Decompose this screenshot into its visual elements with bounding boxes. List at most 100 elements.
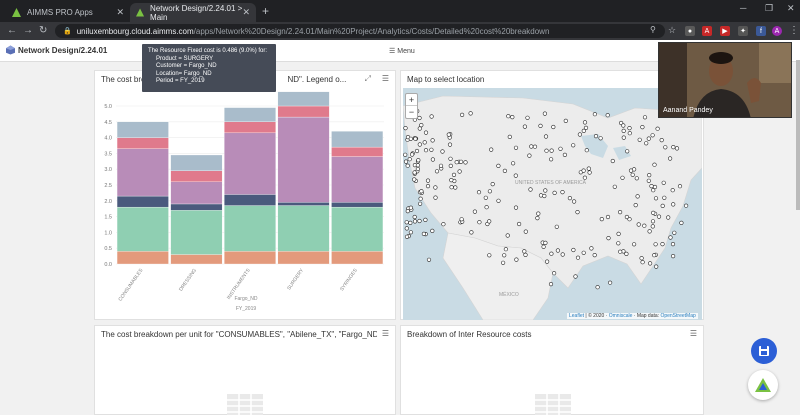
- location-marker[interactable]: [542, 193, 547, 199]
- bar-segment[interactable]: [224, 132, 276, 195]
- location-marker[interactable]: [419, 189, 424, 194]
- location-marker[interactable]: [644, 141, 649, 146]
- bar-segment[interactable]: [331, 251, 384, 265]
- location-marker[interactable]: [405, 163, 410, 168]
- location-marker[interactable]: [487, 253, 492, 258]
- bar-segment[interactable]: [224, 107, 276, 122]
- location-marker[interactable]: [577, 132, 582, 137]
- more-menu-icon[interactable]: ⋮: [789, 25, 799, 36]
- location-marker[interactable]: [412, 177, 417, 182]
- location-marker[interactable]: [490, 181, 495, 187]
- location-marker[interactable]: [476, 190, 482, 195]
- location-marker[interactable]: [454, 160, 459, 165]
- bar-segment[interactable]: [116, 206, 169, 252]
- location-marker[interactable]: [587, 170, 592, 175]
- location-marker[interactable]: [653, 196, 659, 201]
- location-marker[interactable]: [646, 178, 651, 183]
- location-marker[interactable]: [616, 241, 621, 246]
- address-bar[interactable]: 🔒 uniluxembourg.cloud.aimms.com /apps/Ne…: [55, 24, 665, 38]
- location-marker[interactable]: [621, 128, 626, 134]
- location-marker[interactable]: [598, 136, 603, 141]
- location-marker[interactable]: [544, 148, 549, 153]
- location-marker[interactable]: [433, 185, 438, 190]
- location-marker[interactable]: [558, 146, 563, 151]
- location-marker[interactable]: [640, 260, 645, 265]
- location-marker[interactable]: [404, 220, 409, 225]
- location-marker[interactable]: [506, 114, 511, 119]
- location-marker[interactable]: [620, 175, 625, 180]
- bar-segment[interactable]: [331, 146, 384, 157]
- location-marker[interactable]: [628, 168, 634, 173]
- location-marker[interactable]: [468, 111, 473, 116]
- location-markers[interactable]: [403, 109, 689, 290]
- location-marker[interactable]: [510, 115, 515, 120]
- location-marker[interactable]: [652, 253, 657, 258]
- puzzle-extension-icon[interactable]: ✦: [738, 26, 748, 36]
- location-marker[interactable]: [543, 134, 549, 139]
- location-marker[interactable]: [429, 147, 434, 152]
- location-marker[interactable]: [549, 157, 554, 162]
- location-marker[interactable]: [438, 163, 444, 168]
- location-marker[interactable]: [421, 231, 427, 236]
- location-marker[interactable]: [449, 177, 454, 183]
- location-marker[interactable]: [589, 246, 594, 251]
- location-marker[interactable]: [575, 209, 580, 215]
- bar-segment[interactable]: [224, 194, 276, 206]
- bar-segment[interactable]: [170, 210, 223, 255]
- location-marker[interactable]: [545, 259, 550, 264]
- new-tab-button[interactable]: +: [262, 4, 270, 18]
- location-marker[interactable]: [503, 247, 508, 252]
- location-marker[interactable]: [425, 183, 431, 189]
- location-marker[interactable]: [586, 166, 591, 171]
- location-marker[interactable]: [528, 187, 533, 192]
- location-marker[interactable]: [419, 122, 424, 128]
- location-marker[interactable]: [606, 236, 611, 241]
- bar-segment[interactable]: [116, 137, 169, 149]
- location-marker[interactable]: [463, 160, 468, 165]
- location-marker[interactable]: [636, 222, 641, 227]
- bar-segment[interactable]: [277, 105, 330, 118]
- location-marker[interactable]: [487, 189, 492, 194]
- location-marker[interactable]: [549, 251, 554, 256]
- location-marker[interactable]: [650, 219, 656, 224]
- facebook-extension-icon[interactable]: f: [756, 26, 766, 36]
- bar-segment[interactable]: [116, 251, 169, 265]
- location-marker[interactable]: [418, 201, 423, 206]
- location-marker[interactable]: [627, 125, 632, 131]
- leaflet-link[interactable]: Leaflet: [569, 313, 585, 319]
- location-marker[interactable]: [477, 220, 482, 225]
- location-marker[interactable]: [510, 161, 516, 166]
- location-marker[interactable]: [532, 144, 538, 149]
- bar-segment[interactable]: [331, 156, 384, 203]
- profile-avatar[interactable]: A: [772, 26, 782, 36]
- location-marker[interactable]: [592, 112, 597, 117]
- bar-segment[interactable]: [277, 116, 330, 203]
- location-marker[interactable]: [525, 115, 530, 120]
- location-marker[interactable]: [625, 149, 630, 154]
- close-window-icon[interactable]: ✕: [787, 3, 795, 13]
- location-marker[interactable]: [502, 253, 507, 258]
- location-marker[interactable]: [448, 156, 453, 161]
- location-marker[interactable]: [670, 188, 675, 193]
- location-marker[interactable]: [513, 173, 518, 178]
- location-marker[interactable]: [621, 135, 626, 140]
- save-button[interactable]: [751, 338, 777, 364]
- location-marker[interactable]: [647, 172, 652, 178]
- location-marker[interactable]: [677, 184, 683, 189]
- location-marker[interactable]: [554, 224, 559, 229]
- location-marker[interactable]: [538, 123, 543, 129]
- bar-segment[interactable]: [224, 251, 276, 265]
- location-marker[interactable]: [453, 185, 458, 190]
- bar-segment[interactable]: [331, 131, 384, 148]
- menu-button[interactable]: ☰ Menu: [389, 47, 415, 55]
- extension-icon[interactable]: ●: [685, 26, 695, 36]
- location-marker[interactable]: [505, 233, 510, 238]
- location-marker[interactable]: [430, 157, 436, 162]
- location-marker[interactable]: [434, 169, 440, 174]
- location-marker[interactable]: [616, 231, 621, 236]
- location-marker[interactable]: [413, 136, 418, 141]
- bar-segment[interactable]: [170, 170, 223, 182]
- tab-network-design[interactable]: Network Design/2.24.01 > Main ✕: [130, 3, 256, 22]
- location-marker[interactable]: [472, 209, 477, 214]
- location-marker[interactable]: [426, 257, 432, 262]
